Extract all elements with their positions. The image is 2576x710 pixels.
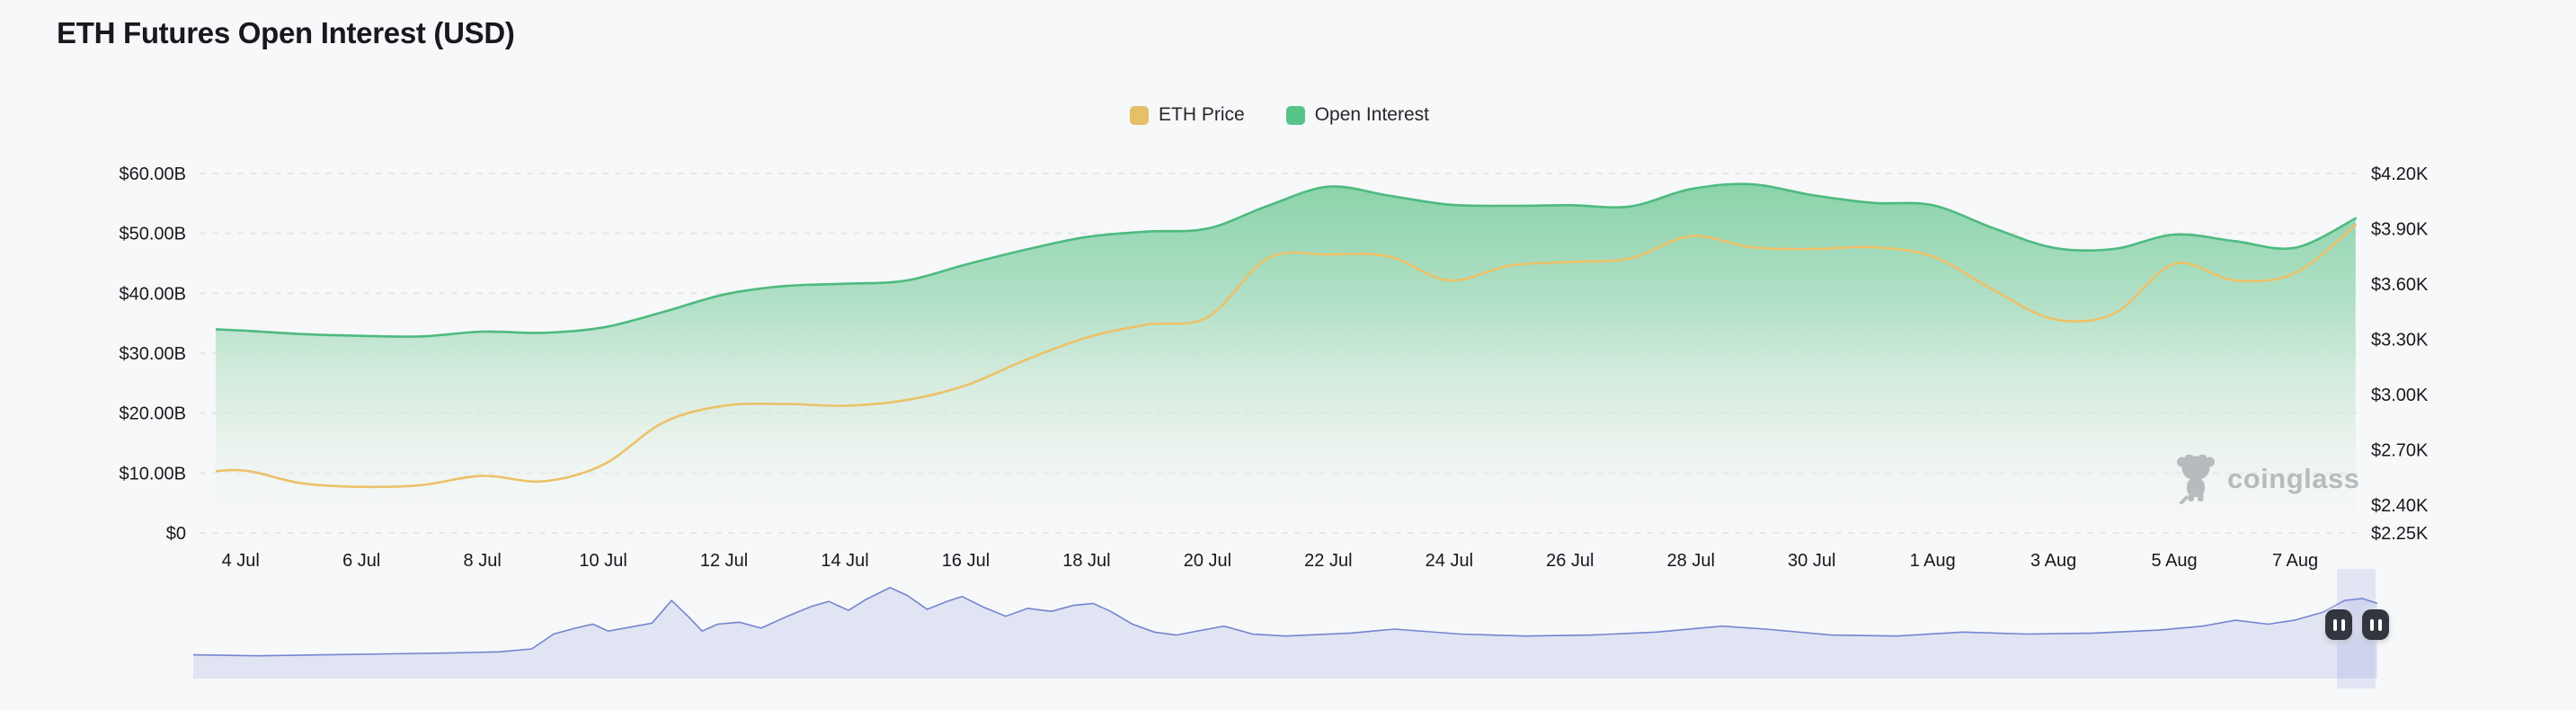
- open-interest-swatch: [1285, 105, 1305, 125]
- x-axis-label: 3 Aug: [2030, 551, 2076, 571]
- y-axis-label-left: $0: [166, 524, 186, 544]
- open-interest-area: [216, 183, 2356, 533]
- y-axis-label-left: $40.00B: [119, 284, 186, 304]
- y-axis-label-right: $2.25K: [2371, 524, 2429, 544]
- x-axis-label: 10 Jul: [579, 551, 626, 571]
- y-axis-label-right: $3.00K: [2371, 386, 2429, 405]
- x-axis-label: 16 Jul: [942, 551, 990, 571]
- navigator-area: [193, 587, 2377, 679]
- y-axis-label-left: $20.00B: [119, 404, 186, 424]
- coinglass-bear-icon: [2177, 454, 2215, 504]
- open-interest-line: [216, 182, 2357, 338]
- x-axis-label: 14 Jul: [821, 551, 868, 571]
- navigator-handle-right[interactable]: [2362, 609, 2389, 640]
- legend-label: Open Interest: [1314, 104, 1429, 125]
- page-title: ETH Futures Open Interest (USD): [57, 16, 515, 49]
- x-axis-label: 4 Jul: [222, 551, 260, 571]
- x-axis-label: 26 Jul: [1546, 551, 1594, 571]
- y-axis-label-right: $4.20K: [2371, 164, 2429, 184]
- y-axis-label-right: $2.70K: [2371, 441, 2429, 461]
- eth-price-line: [216, 224, 2357, 489]
- legend-item-open-interest[interactable]: Open Interest: [1285, 104, 1429, 126]
- x-axis-label: 30 Jul: [1788, 551, 1835, 571]
- y-axis-label-right: $3.60K: [2371, 275, 2429, 295]
- navigator-minichart[interactable]: [192, 586, 2378, 679]
- pause-icon: [2377, 618, 2382, 631]
- x-axis-label: 22 Jul: [1304, 551, 1352, 571]
- legend-item-eth-price[interactable]: ETH Price: [1130, 104, 1245, 126]
- navigator-line: [192, 586, 2378, 657]
- y-axis-label-right: $2.40K: [2371, 496, 2429, 516]
- y-axis-label-left: $10.00B: [119, 464, 186, 484]
- x-axis-label: 28 Jul: [1667, 551, 1715, 571]
- y-axis-label-right: $3.30K: [2371, 331, 2429, 351]
- y-axis-label-left: $30.00B: [119, 344, 186, 364]
- x-axis-label: 6 Jul: [342, 551, 380, 571]
- y-axis-label-left: $60.00B: [119, 164, 186, 184]
- pause-icon: [2341, 618, 2345, 631]
- watermark: coinglass: [2175, 453, 2360, 505]
- x-axis-label: 20 Jul: [1184, 551, 1231, 571]
- navigator-handle-left[interactable]: [2325, 609, 2352, 640]
- y-axis-label-right: $3.90K: [2371, 220, 2429, 240]
- axis-labels: $60.00B $50.00B $40.00B $30.00B $20.00B $10.0…: [119, 164, 2429, 571]
- x-axis-label: 1 Aug: [1910, 551, 1956, 571]
- pause-icon: [2369, 618, 2374, 631]
- x-axis-label: 8 Jul: [464, 551, 502, 571]
- eth-price-swatch: [1130, 105, 1150, 125]
- pause-icon: [2332, 618, 2337, 631]
- x-axis-label: 24 Jul: [1426, 551, 1473, 571]
- x-axis-label: 12 Jul: [700, 551, 748, 571]
- x-axis-label: 5 Aug: [2152, 551, 2198, 571]
- legend: ETH Price Open Interest: [202, 104, 2357, 126]
- legend-label: ETH Price: [1159, 104, 1245, 125]
- x-axis-label: 7 Aug: [2272, 551, 2318, 571]
- watermark-text: coinglass: [2227, 463, 2360, 494]
- y-axis-label-left: $50.00B: [119, 225, 186, 244]
- series-layer: [216, 182, 2357, 533]
- x-axis-label: 18 Jul: [1062, 551, 1110, 571]
